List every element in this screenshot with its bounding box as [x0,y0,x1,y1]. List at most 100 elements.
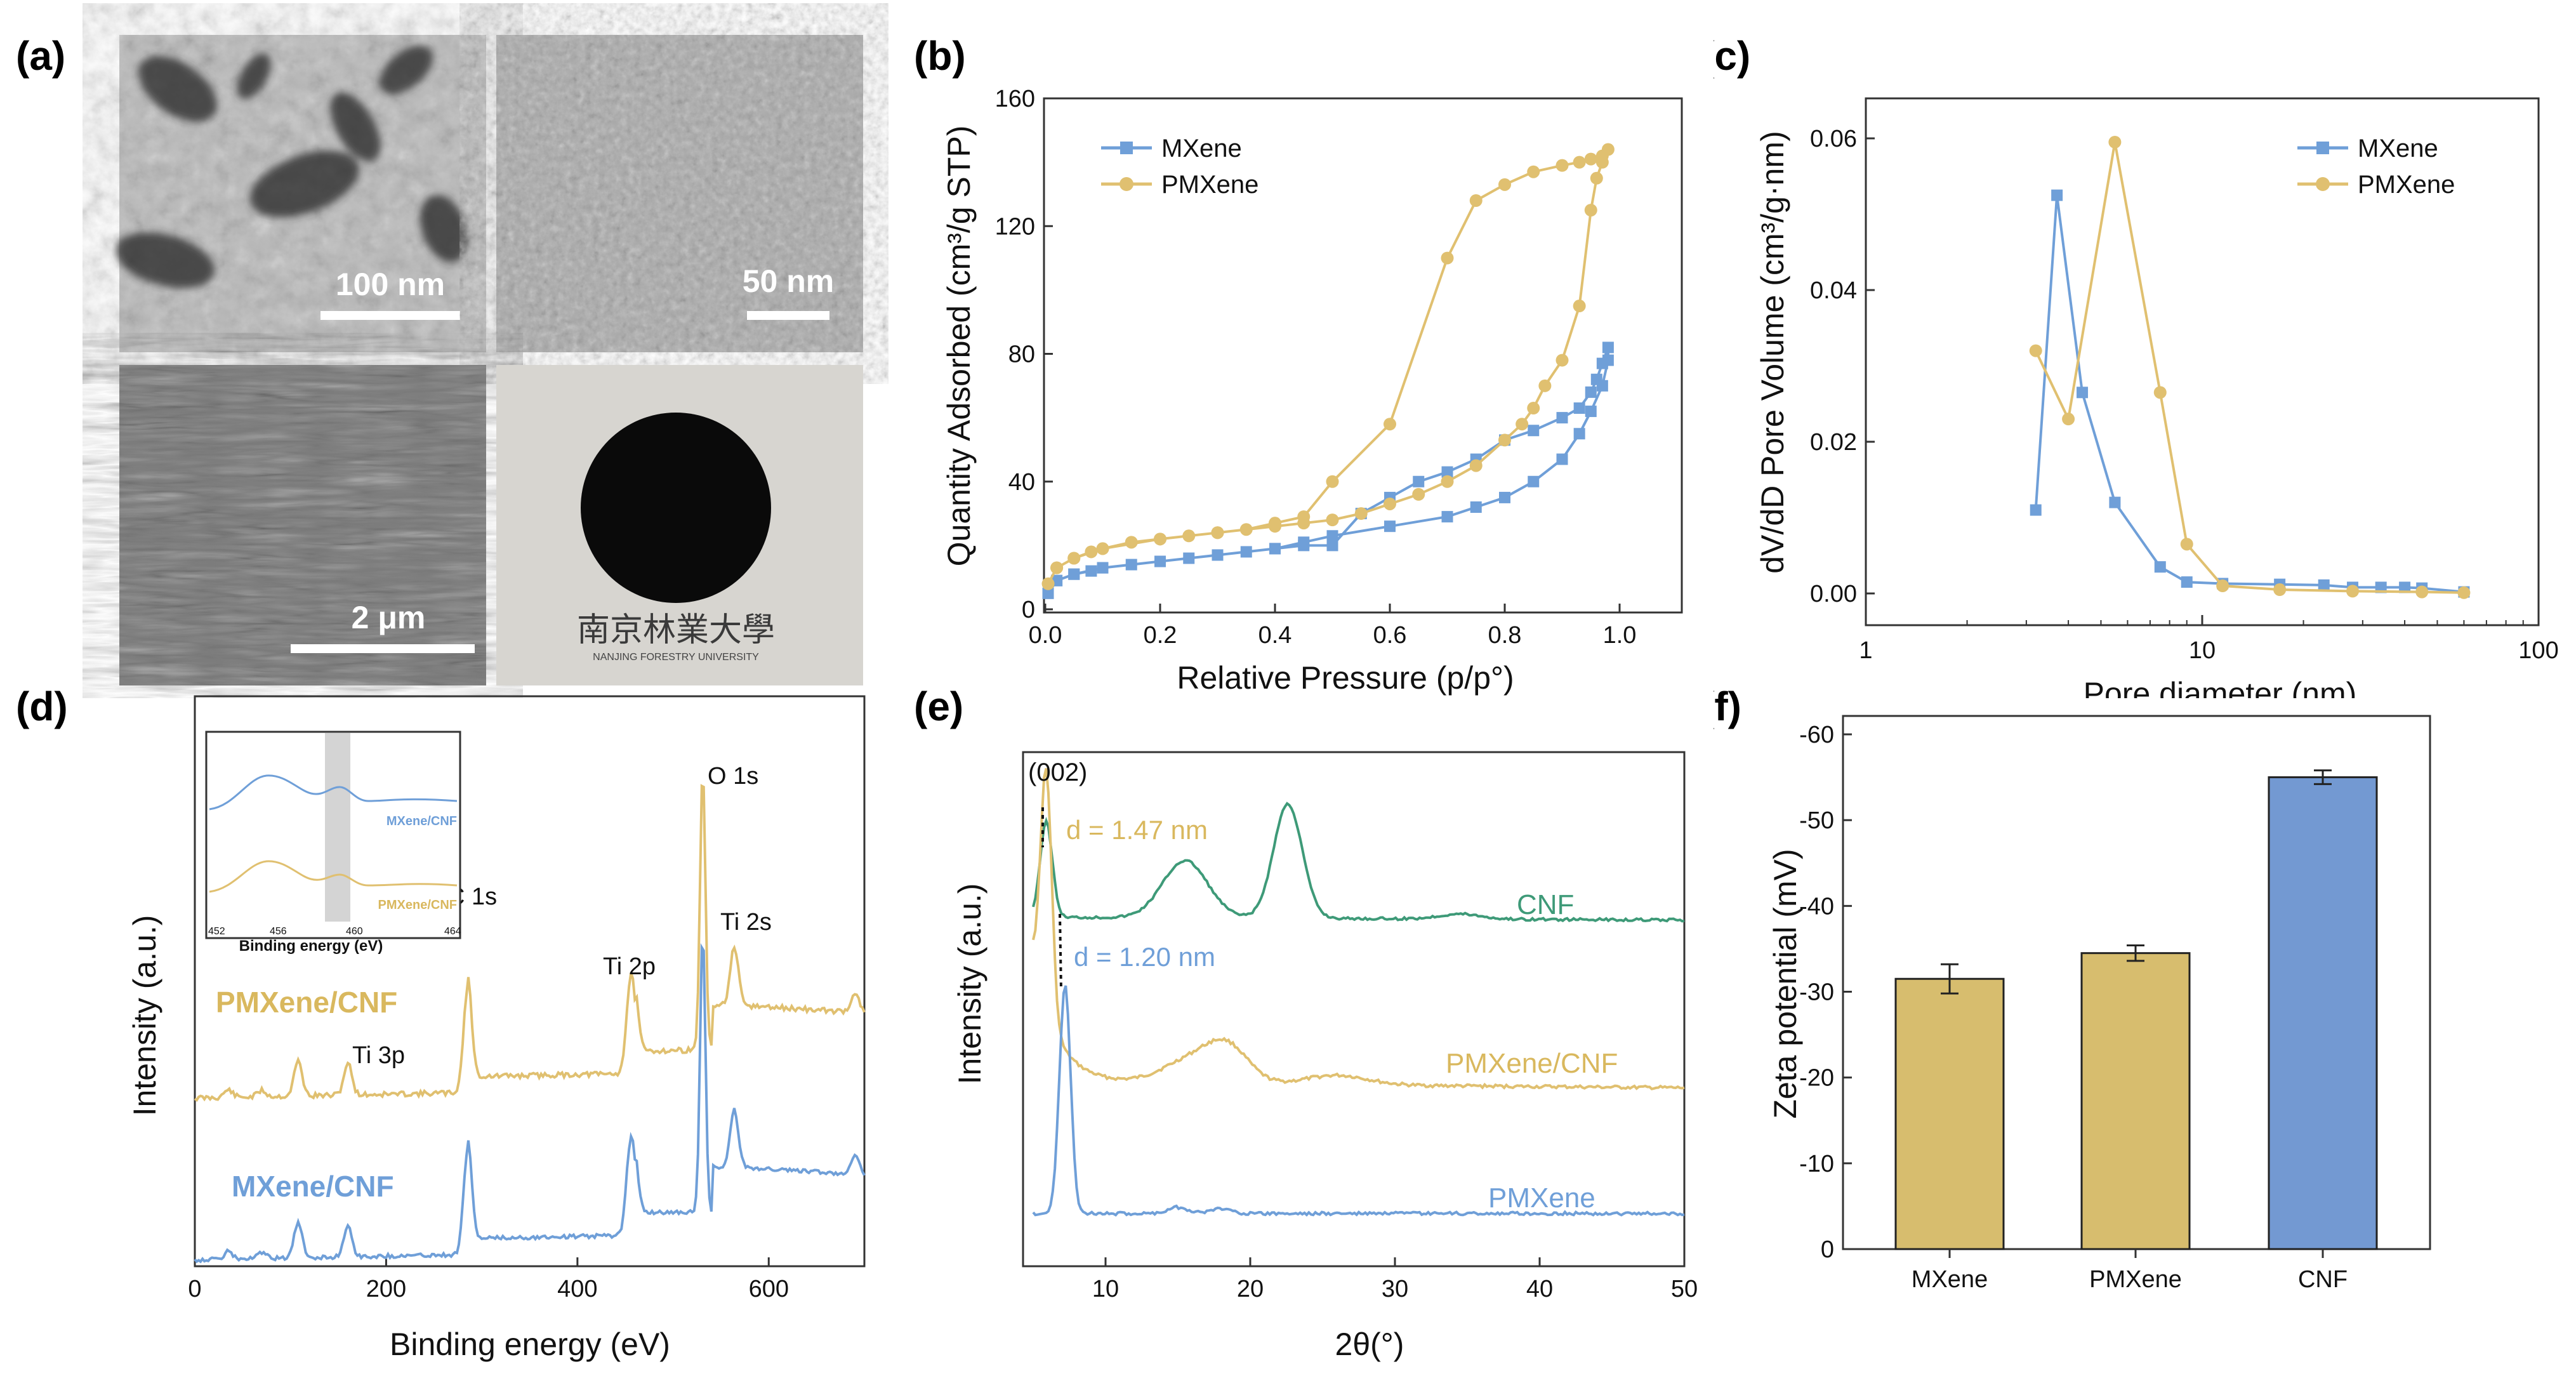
data-point-mxene [1097,562,1109,574]
bar-mxene [1894,977,2005,1250]
tem-image-100nm: 100 nm [116,35,486,352]
peak-label-o1s: O 1s [708,763,758,790]
panel-a: (a) 100 nm 50 nm 2 μm 南京林業大學 [16,33,863,685]
data-point-mxene [1585,406,1597,418]
xrd-pattern-pmxene-cnf [1032,768,1685,1090]
xrd-pattern-pmxene [1032,985,1685,1217]
data-point-pmxene [1584,152,1597,166]
scale-bar-2um [291,644,475,653]
data-point-pmxene [2180,538,2193,551]
data-point-mxene [1602,341,1614,354]
data-point-pmxene [2108,135,2122,149]
d-spacing-label-gold: d = 1.47 nm [1066,815,1208,845]
panel-label-b: (b) [914,33,966,79]
peak-label-002: (002) [1028,758,1087,786]
x-tick-label-d: 0 [188,1276,201,1302]
xps-spectrum-mxene-cnf [194,943,866,1264]
data-point-mxene [1085,565,1097,577]
data-point-pmxene [1498,434,1511,447]
panel-f: (f) -60 -50 -40 -30 -20 -10 0 MXene PMXene CNF Z… [1714,684,2431,1293]
y-tick-label-b: 0 [1022,597,1035,623]
x-tick-label-b: 1.0 [1603,622,1637,649]
film-photo: 南京林業大學 NANJING FORESTRY UNIVERSITY [496,365,863,685]
y-tick-label-b: 80 [1008,341,1035,368]
x-tick-label-c: 1 [1859,637,1872,664]
data-point-mxene [1183,552,1195,564]
x-axis-label-d: Binding energy (eV) [390,1327,670,1362]
data-point-pmxene [1441,251,1454,265]
x-tick-label-e: 50 [1671,1276,1698,1302]
data-point-mxene [1269,543,1281,555]
y-tick-label-f: -10 [1799,1151,1834,1177]
series-label-pmxene-e: PMXene [1488,1182,1595,1214]
x-tick-label-d: 600 [749,1276,789,1302]
data-point-pmxene [1527,402,1540,415]
data-point-mxene [1590,373,1602,385]
y-axis-label-b: Quantity Adsorbed (cm³/g STP) [941,126,977,567]
data-point-mxene [1042,587,1054,599]
plot-frame-d [194,695,866,1268]
xps-inset: MXene/CNF PMXene/CNF 452 456 460 464 Bin… [205,731,461,955]
data-point-mxene [1154,555,1166,567]
isotherm-line-mxene [1047,347,1609,594]
data-point-pmxene [2216,579,2229,593]
y-tick-label-b: 160 [995,86,1035,112]
data-point-pmxene [1469,459,1483,472]
inset-spectrum-pmxene-cnf [209,860,458,893]
data-point-pmxene [2346,585,2359,598]
film-disc [581,413,771,603]
data-point-pmxene [1590,171,1603,185]
data-point-mxene [2181,576,2193,588]
y-axis-label-e: Intensity (a.u.) [952,884,987,1085]
data-point-pmxene [2415,585,2429,599]
y-tick-label-f: -60 [1799,722,1834,748]
data-point-pmxene [1573,300,1586,313]
scale-bar-50nm [747,311,829,320]
data-point-mxene [1573,402,1585,414]
data-point-mxene [1441,511,1453,523]
data-point-pmxene [1384,418,1396,431]
inset-label-pmxene-cnf: PMXene/CNF [378,898,457,912]
panel-label-a: (a) [16,33,65,79]
data-point-pmxene [1584,204,1597,217]
pore-dist-line-pmxene [2034,142,2464,594]
data-point-pmxene [1239,523,1253,536]
data-point-mxene [1326,539,1338,552]
data-point-mxene [2399,581,2411,593]
x-tick-label-b: 0.2 [1144,622,1177,649]
data-point-pmxene [1516,418,1529,431]
y-tick-label-b: 40 [1008,469,1035,496]
x-tick-label-d: 400 [557,1276,597,1302]
inset-tick-456: 456 [270,926,287,937]
y-tick-label-c: 0.02 [1810,429,1857,456]
x-tick-label-e: 30 [1382,1276,1408,1302]
data-point-pmxene [1556,354,1569,367]
data-point-pmxene [1498,178,1511,191]
university-stamp: 南京林業大學 [577,612,775,649]
data-point-pmxene [1211,526,1224,539]
data-point-pmxene [1595,156,1609,169]
x-tick-label-cnf: CNF [2298,1266,2348,1293]
data-point-pmxene [2153,386,2167,399]
data-point-mxene [2154,561,2166,573]
data-point-pmxene [1041,577,1055,590]
y-tick-label-c: 0.06 [1810,126,1857,152]
data-point-pmxene [1469,194,1483,207]
data-point-mxene [1585,386,1597,398]
inset-highlight-band [325,733,350,922]
plot-frame-b [1043,97,1683,614]
inset-tick-460: 460 [346,926,363,937]
y-tick-label-f: -30 [1799,979,1834,1006]
inset-tick-464: 464 [444,926,461,937]
y-tick-label-f: 0 [1821,1236,1834,1263]
data-point-mxene [1441,466,1453,478]
data-point-mxene [1470,501,1482,513]
data-point-pmxene [1269,520,1281,533]
inset-label-mxene-cnf: MXene/CNF [386,814,457,828]
panel-label-e: (e) [914,684,963,729]
data-point-mxene [1125,559,1137,571]
x-tick-label-mxene: MXene [1912,1266,1988,1293]
x-tick-label-c: 100 [2518,637,2558,664]
d-spacing-guide-blue [1059,913,1062,991]
peak-label-ti3p: Ti 3p [352,1042,405,1069]
